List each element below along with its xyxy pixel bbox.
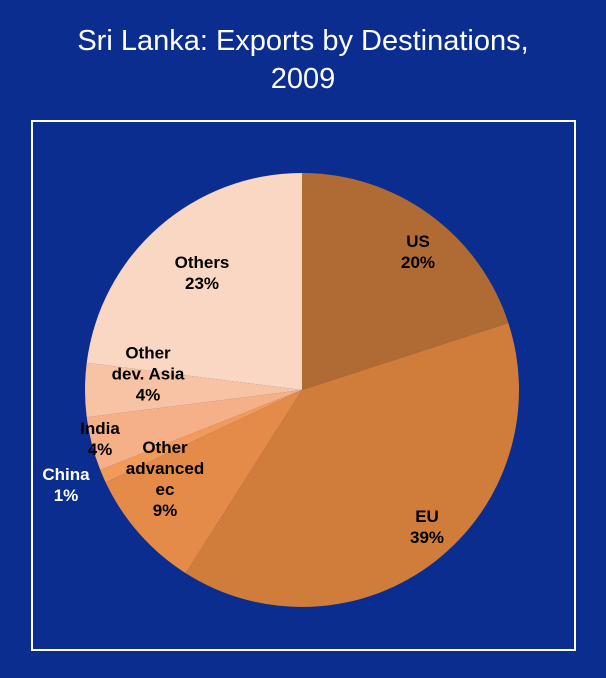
slice-label-other-dev-asia: Other dev. Asia 4% — [112, 343, 185, 404]
pie-slice-eu — [185, 322, 520, 607]
pie-slice-others — [86, 173, 303, 390]
pie-slice-other-dev-asia — [84, 362, 302, 418]
slice-label-india: India 4% — [80, 419, 120, 459]
slice-label-others: Others 23% — [175, 253, 230, 293]
pie-slice-china — [100, 390, 303, 483]
chart-title: Sri Lanka: Exports by Destinations, 2009 — [0, 22, 606, 98]
slice-label-other-advanced-ec: Other advanced ec 9% — [126, 438, 204, 520]
slice-label-china: China 1% — [42, 465, 90, 505]
pie-slice-india — [86, 390, 303, 470]
chart-title-line-1: Sri Lanka: Exports by Destinations, — [77, 25, 529, 57]
pie-slice-other-advanced-ec — [105, 390, 303, 574]
slice-label-us: US 20% — [401, 232, 435, 272]
slice-label-eu: EU 39% — [410, 507, 444, 547]
pie-slice-us — [302, 173, 509, 390]
plot-area-frame — [31, 120, 576, 651]
chart-title-line-2: 2009 — [270, 63, 336, 95]
